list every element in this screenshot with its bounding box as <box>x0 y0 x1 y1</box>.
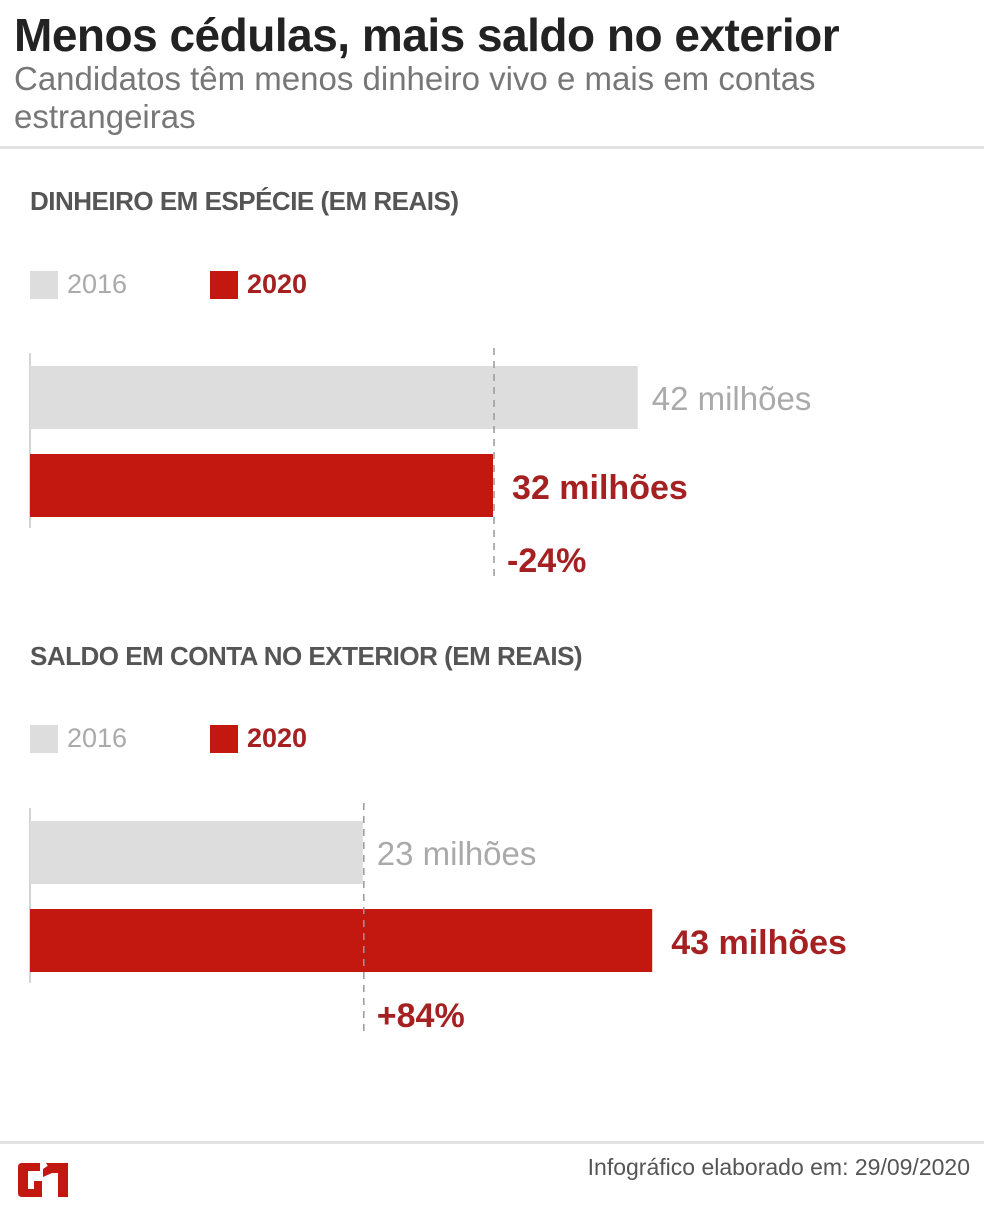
legend-item-2016: 2016 <box>30 269 127 300</box>
divider <box>0 146 984 149</box>
data-label-2020: 43 milhões <box>671 924 847 962</box>
chart-1-plot: 42 milhões 32 milhões -24% <box>29 348 812 580</box>
bar-2020 <box>30 454 494 517</box>
bar-2020 <box>30 909 653 972</box>
legend-swatch-2020 <box>210 270 238 299</box>
legend-label-2020: 2020 <box>247 723 308 753</box>
legend-swatch-2016 <box>30 270 58 299</box>
footer-divider <box>0 1141 984 1144</box>
data-label-2016: 23 milhões <box>377 835 537 872</box>
data-label-2016: 42 milhões <box>652 380 812 417</box>
page-subtitle: Candidatos têm menos dinheiro vivo e mai… <box>14 60 816 135</box>
data-label-2020: 32 milhões <box>512 469 688 507</box>
legend-swatch-2016 <box>30 724 58 753</box>
chart-2-plot: 23 milhões 43 milhões +84% <box>29 803 847 1035</box>
legend-swatch-2020 <box>210 724 238 753</box>
g1-logo <box>18 1163 68 1197</box>
legend-label-2016: 2016 <box>67 723 128 753</box>
legend-label-2020: 2020 <box>247 269 308 299</box>
chart-1-title: DINHEIRO EM ESPÉCIE (EM REAIS) <box>30 186 459 216</box>
footer-credit: Infográfico elaborado em: 29/09/2020 <box>587 1154 970 1180</box>
chart-2-title: SALDO EM CONTA NO EXTERIOR (EM REAIS) <box>30 641 583 671</box>
legend-item-2016: 2016 <box>30 723 127 754</box>
page-title: Menos cédulas, mais saldo no exterior <box>14 9 840 61</box>
change-label: +84% <box>377 997 465 1035</box>
bar-2016 <box>30 821 363 884</box>
bar-2016 <box>30 366 638 429</box>
legend-label-2016: 2016 <box>67 269 128 299</box>
legend-item-2020: 2020 <box>210 269 307 300</box>
change-label: -24% <box>507 542 586 580</box>
legend-item-2020: 2020 <box>210 723 307 754</box>
